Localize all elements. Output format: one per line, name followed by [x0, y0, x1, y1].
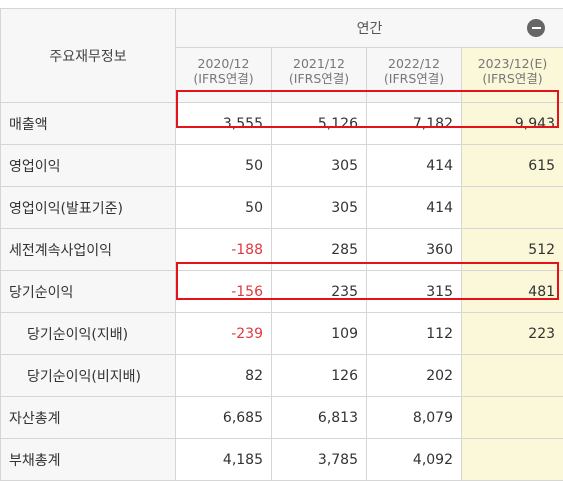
period-year: 2022/12: [367, 56, 461, 71]
row-label[interactable]: 영업이익: [1, 145, 176, 187]
table-cell: 82: [176, 355, 272, 397]
row-label[interactable]: 부채총계: [1, 439, 176, 481]
period-basis: (IFRS연결): [272, 71, 366, 86]
period-header: 2020/12 (IFRS연결): [176, 48, 272, 103]
table-cell: 235: [272, 271, 367, 313]
table-cell-estimate: [462, 187, 563, 229]
table-row: 영업이익(발표기준) 50 305 414: [1, 187, 563, 229]
table-cell-estimate: 615: [462, 145, 563, 187]
table-cell: 50: [176, 145, 272, 187]
table-cell-estimate: 9,943: [462, 103, 563, 145]
table-cell: 3,555: [176, 103, 272, 145]
period-header: 2022/12 (IFRS연결): [367, 48, 462, 103]
table-cell: 285: [272, 229, 367, 271]
table-cell: 414: [367, 145, 462, 187]
table-cell: 8,079: [367, 397, 462, 439]
table-row: 매출액 3,555 5,126 7,182 9,943: [1, 103, 563, 145]
table-cell: 109: [272, 313, 367, 355]
table-cell-estimate: 512: [462, 229, 563, 271]
table-cell: -239: [176, 313, 272, 355]
row-label[interactable]: 세전계속사업이익: [1, 229, 176, 271]
annual-group-header: 연간: [176, 9, 563, 48]
row-label[interactable]: 자산총계: [1, 397, 176, 439]
table-cell: 4,185: [176, 439, 272, 481]
table-cell-estimate: 481: [462, 271, 563, 313]
table-cell: 202: [367, 355, 462, 397]
table-row: 영업이익 50 305 414 615: [1, 145, 563, 187]
table-cell-estimate: [462, 355, 563, 397]
period-basis: (IFRS연결): [462, 71, 563, 86]
table-row: 부채총계 4,185 3,785 4,092: [1, 439, 563, 481]
row-label[interactable]: 당기순이익(비지배): [1, 355, 176, 397]
row-label[interactable]: 영업이익(발표기준): [1, 187, 176, 229]
row-label[interactable]: 당기순이익: [1, 271, 176, 313]
table-cell: 360: [367, 229, 462, 271]
row-label[interactable]: 매출액: [1, 103, 176, 145]
table-cell: 305: [272, 145, 367, 187]
table-row: 자산총계 6,685 6,813 8,079: [1, 397, 563, 439]
table-cell: 414: [367, 187, 462, 229]
table-cell: 112: [367, 313, 462, 355]
period-year: 2021/12: [272, 56, 366, 71]
period-year: 2023/12(E): [462, 56, 563, 71]
table-cell: 305: [272, 187, 367, 229]
table-cell: 3,785: [272, 439, 367, 481]
table-cell: 315: [367, 271, 462, 313]
table-cell-estimate: [462, 397, 563, 439]
table-cell: 4,092: [367, 439, 462, 481]
period-basis: (IFRS연결): [176, 71, 271, 86]
collapse-toggle-icon[interactable]: [527, 19, 545, 37]
table-cell: -156: [176, 271, 272, 313]
table-row: 당기순이익(지배) -239 109 112 223: [1, 313, 563, 355]
table-cell: 6,813: [272, 397, 367, 439]
table-cell: -188: [176, 229, 272, 271]
table-cell-estimate: 223: [462, 313, 563, 355]
table-cell: 7,182: [367, 103, 462, 145]
corner-header: 주요재무정보: [1, 9, 176, 103]
table-cell: 5,126: [272, 103, 367, 145]
table-cell-estimate: [462, 439, 563, 481]
table-cell: 126: [272, 355, 367, 397]
table-row: 당기순이익 -156 235 315 481: [1, 271, 563, 313]
table-row: 세전계속사업이익 -188 285 360 512: [1, 229, 563, 271]
period-header: 2021/12 (IFRS연결): [272, 48, 367, 103]
table-cell: 6,685: [176, 397, 272, 439]
table-cell: 50: [176, 187, 272, 229]
annual-label: 연간: [357, 21, 383, 37]
period-year: 2020/12: [176, 56, 271, 71]
financial-table: 주요재무정보 연간 2020/12 (IFRS연결) 2021/12 (IFRS…: [0, 8, 563, 481]
table-row: 당기순이익(비지배) 82 126 202: [1, 355, 563, 397]
row-label[interactable]: 당기순이익(지배): [1, 313, 176, 355]
period-basis: (IFRS연결): [367, 71, 461, 86]
period-header-estimate: 2023/12(E) (IFRS연결): [462, 48, 563, 103]
